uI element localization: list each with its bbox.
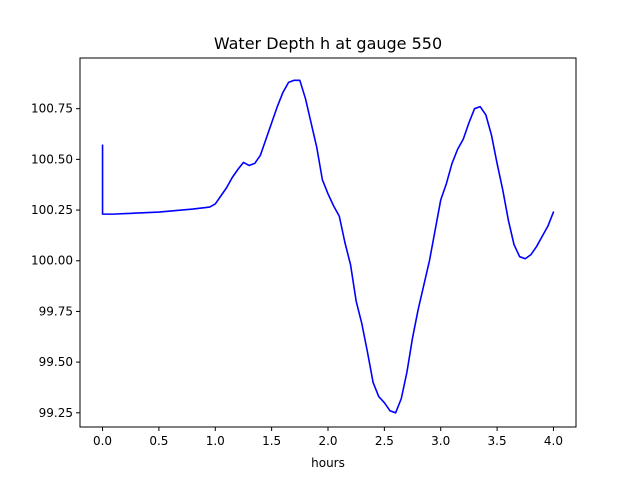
y-tick-label: 100.25 [31, 203, 73, 217]
y-tick-label: 100.75 [31, 102, 73, 116]
y-axis-ticks: 99.25 99.50 99.75 100.00 100.25 100.50 100.75 [31, 102, 80, 420]
series-line-0 [101, 79, 555, 414]
x-tick-label: 1.5 [262, 434, 281, 448]
x-tick-label: 3.0 [431, 434, 450, 448]
x-axis-ticks: 0.0 0.5 1.0 1.5 2.0 2.5 3.0 3.5 4.0 [93, 427, 563, 448]
x-tick-label: 4.0 [544, 434, 563, 448]
y-tick-label: 99.50 [39, 355, 73, 369]
x-tick-label: 1.0 [206, 434, 225, 448]
x-tick-label: 0.5 [149, 434, 168, 448]
y-tick-label: 100.50 [31, 152, 73, 166]
x-tick-label: 2.0 [318, 434, 337, 448]
y-tick-label: 100.00 [31, 254, 73, 268]
x-tick-label: 2.5 [375, 434, 394, 448]
x-tick-label: 3.5 [488, 434, 507, 448]
chart-title: Water Depth h at gauge 550 [214, 34, 442, 53]
y-tick-label: 99.75 [39, 304, 73, 318]
x-tick-label: 0.0 [93, 434, 112, 448]
x-axis-label: hours [311, 456, 345, 470]
y-tick-label: 99.25 [39, 406, 73, 420]
